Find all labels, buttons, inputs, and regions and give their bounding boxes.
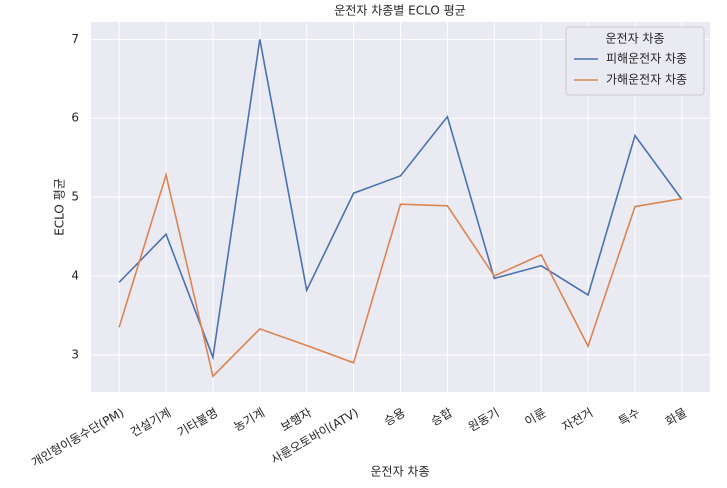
y-axis-label: ECLO 평균 bbox=[53, 178, 67, 236]
y-tick-label: 4 bbox=[71, 269, 79, 283]
chart-title: 운전자 차종별 ECLO 평균 bbox=[334, 4, 465, 18]
x-tick-label: 승용 bbox=[382, 406, 408, 429]
y-tick-label: 5 bbox=[71, 190, 79, 204]
x-tick-label: 기타불명 bbox=[175, 406, 220, 440]
y-tick-label: 3 bbox=[71, 347, 79, 361]
x-tick-label: 이륜 bbox=[522, 406, 548, 429]
line-series bbox=[118, 171, 682, 378]
legend-label: 가해운전자 차종 bbox=[606, 73, 687, 87]
legend-label: 피해운전자 차종 bbox=[606, 52, 687, 66]
legend-title: 운전자 차종 bbox=[605, 32, 664, 46]
y-tick-label: 6 bbox=[71, 111, 79, 125]
x-tick-label: 자전거 bbox=[560, 406, 596, 435]
line-series bbox=[118, 39, 683, 361]
x-tick-label: 건설기계 bbox=[128, 406, 173, 440]
x-tick-label: 개인형이동수단(PM) bbox=[29, 406, 126, 470]
x-tick-label: 사륜오토바이(ATV) bbox=[269, 406, 361, 467]
y-tick-label: 7 bbox=[71, 32, 79, 46]
legend-box bbox=[565, 26, 705, 96]
x-axis-label: 운전자 차종 bbox=[370, 465, 429, 479]
x-tick-label: 화물 bbox=[663, 406, 689, 429]
x-tick-label: 승합 bbox=[429, 406, 455, 429]
x-tick-label: 농기계 bbox=[231, 406, 267, 435]
x-tick-label: 원동기 bbox=[466, 406, 502, 435]
x-tick-label: 특수 bbox=[616, 406, 642, 429]
x-tick-label: 보행자 bbox=[278, 405, 314, 435]
